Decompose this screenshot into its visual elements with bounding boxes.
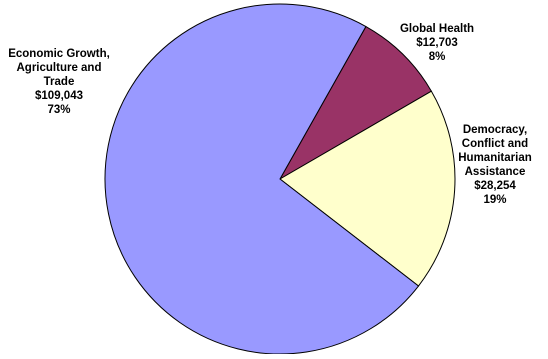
slice-amount-label: $12,703 [416, 37, 458, 49]
pie-slice-2 [104, 3, 420, 355]
slice-label-text: Conflict and [462, 138, 528, 150]
pie-slice-0 [278, 25, 433, 181]
slice-label-text: Global Health [400, 23, 474, 35]
slice-label-1: Democracy, Conflict and Humanitarian Assist… [458, 124, 532, 206]
slice-label-text: Assistance [465, 166, 526, 178]
slice-percent-label: 8% [429, 51, 446, 63]
slices-layer [104, 3, 456, 355]
slice-percent-label: 19% [483, 194, 506, 206]
pie-slice-1 [279, 90, 456, 287]
slice-percent-label: 73% [47, 104, 70, 116]
slice-label-0: Global Health $12,703 8% [400, 23, 474, 63]
slice-label-text: Humanitarian [458, 152, 532, 164]
slice-label-text: Agriculture and [17, 62, 102, 74]
slice-label-text: Democracy, [463, 124, 527, 136]
slice-amount-label: $109,043 [35, 90, 83, 102]
slice-label-text: Trade [44, 76, 75, 88]
slice-label-text: Economic Growth, [8, 48, 110, 60]
slice-label-2: Economic Growth, Agriculture and Trade $109… [8, 48, 110, 116]
labels-layer: Global Health $12,703 8% Democracy, Conflict… [8, 23, 532, 206]
slice-amount-label: $28,254 [474, 180, 516, 192]
